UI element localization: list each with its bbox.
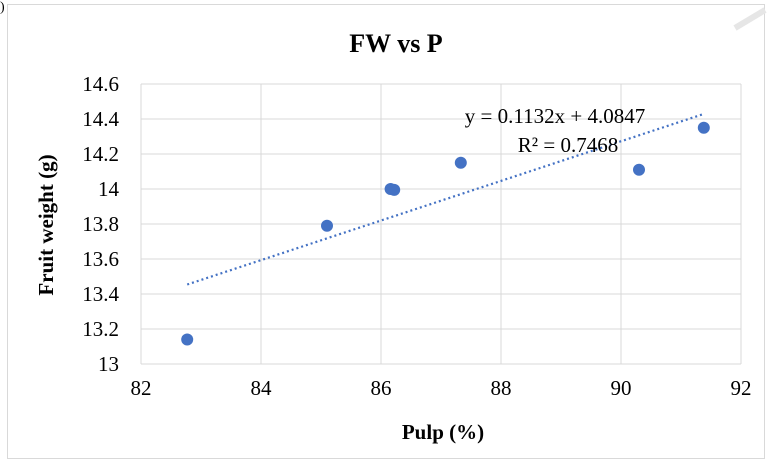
y-tick-label: 14.2 — [82, 142, 119, 166]
x-tick-label: 88 — [491, 376, 512, 400]
trendline-r-squared: R² = 0.7468 — [518, 133, 618, 157]
data-point — [321, 219, 333, 232]
corner-decoration — [733, 7, 767, 31]
data-point — [454, 156, 467, 169]
x-axis-title: Pulp (%) — [402, 420, 484, 444]
y-tick-label: 13.6 — [82, 247, 119, 271]
trendline-equation: y = 0.1132x + 4.0847 — [465, 104, 645, 128]
data-point — [697, 121, 710, 134]
y-tick-label: 13.4 — [82, 282, 119, 306]
tick-labels: 82 84 86 88 90 92 13 13.2 13.4 13.6 13.8 14 14.2 14.4… — [82, 72, 751, 400]
y-tick-label: 13.2 — [82, 317, 119, 341]
y-tick-label: 13 — [98, 352, 119, 376]
corner-mark: ) — [0, 0, 5, 15]
trendline — [186, 112, 705, 286]
y-axis-title: Fruit weight (g) — [34, 154, 58, 295]
x-tick-label: 84 — [251, 376, 273, 400]
x-tick-label: 82 — [131, 376, 152, 400]
chart-title: FW vs P — [349, 29, 443, 58]
data-point — [633, 163, 645, 176]
data-point — [181, 333, 194, 346]
y-tick-label: 13.8 — [82, 212, 119, 236]
x-tick-label: 90 — [611, 376, 632, 400]
x-tick-label: 86 — [371, 376, 392, 400]
x-tick-label: 92 — [731, 376, 752, 400]
y-tick-label: 14.4 — [82, 107, 119, 131]
y-tick-label: 14.6 — [82, 72, 119, 96]
chart-frame — [7, 4, 765, 459]
gridlines — [140, 83, 742, 365]
y-tick-label: 14 — [98, 177, 120, 201]
data-points — [181, 121, 710, 346]
data-point — [388, 183, 401, 196]
